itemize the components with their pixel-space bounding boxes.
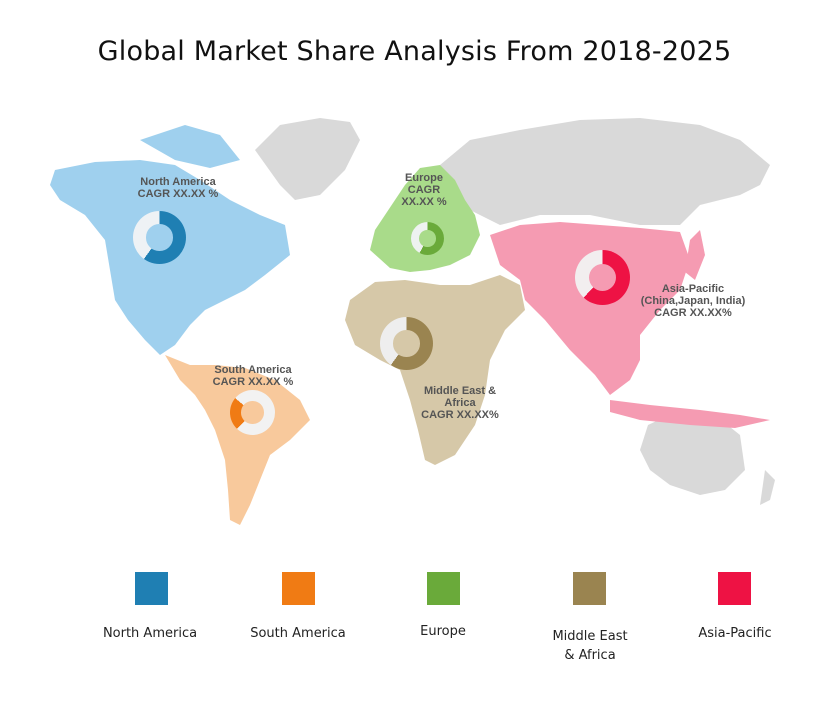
south-america-name: South America — [214, 364, 292, 376]
indonesia-shape — [610, 400, 770, 428]
asia-pacific-cagr: CAGR XX.XX% — [654, 307, 732, 319]
middle-east-africa-label: Middle East & Africa CAGR XX.XX% — [412, 385, 508, 421]
legend-swatch-north-america — [135, 572, 168, 605]
north-america-name: North America — [140, 176, 216, 188]
legend-label-asia-pacific: Asia-Pacific — [698, 626, 772, 641]
europe-name: Europe — [405, 172, 443, 184]
legend-label-europe: Europe — [420, 624, 466, 639]
legend-label-north-america: North America — [102, 626, 198, 641]
middle-east-africa-donut — [380, 317, 433, 370]
middle-east-africa-name-1: Middle East & — [423, 385, 497, 397]
legend-swatch-europe — [427, 572, 460, 605]
japan-shape — [685, 230, 705, 280]
middle-east-africa-name-2: Africa — [444, 397, 476, 409]
legend-label-mea-line1: Middle East — [552, 629, 628, 644]
middle-east-africa-shape — [345, 275, 525, 465]
north-america-donut — [133, 211, 186, 264]
legend-swatch-middle-east-africa — [573, 572, 606, 605]
legend-swatch-asia-pacific — [718, 572, 751, 605]
south-america-cagr: CAGR XX.XX % — [212, 376, 294, 388]
legend-swatch-south-america — [282, 572, 315, 605]
europe-cagr: CAGR — [407, 184, 441, 196]
europe-shape — [370, 165, 480, 272]
north-america-cagr: CAGR XX.XX % — [137, 188, 219, 200]
south-america-donut — [230, 390, 275, 435]
europe-cagr-value: XX.XX % — [401, 196, 447, 208]
europe-donut — [411, 222, 444, 255]
middle-east-africa-cagr: CAGR XX.XX% — [421, 409, 499, 421]
north-america-label: North America CAGR XX.XX % — [124, 176, 232, 200]
asia-pacific-shape — [490, 222, 690, 395]
north-america-islands — [140, 125, 240, 168]
chart-title: Global Market Share Analysis From 2018-2… — [97, 36, 732, 67]
russia-shape — [440, 118, 770, 225]
legend-label-middle-east-africa: Middle East & Africa — [540, 627, 640, 665]
asia-pacific-name: Asia-Pacific — [661, 283, 725, 295]
asia-pacific-label: Asia-Pacific (China,Japan, India) CAGR X… — [628, 283, 758, 319]
south-america-label: South America CAGR XX.XX % — [203, 364, 303, 388]
australia-shape — [640, 410, 745, 495]
greenland-shape — [255, 118, 360, 200]
south-america-shape — [165, 355, 310, 525]
nz-shape — [760, 470, 775, 505]
europe-label: Europe CAGR XX.XX % — [390, 172, 458, 208]
legend-label-mea-line2: & Africa — [564, 648, 616, 663]
asia-pacific-donut — [575, 250, 630, 305]
legend-label-south-america: South America — [250, 626, 346, 641]
asia-pacific-sub: (China,Japan, India) — [640, 295, 746, 307]
